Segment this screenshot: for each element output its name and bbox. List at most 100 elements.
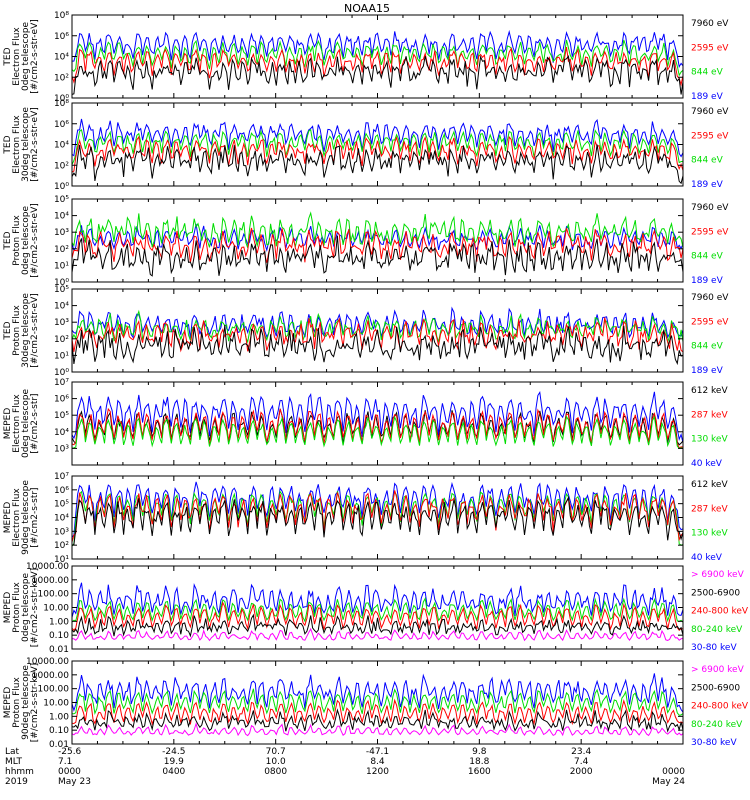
y-tick-label: 100.00 (38, 590, 70, 600)
panel-1-series (72, 29, 683, 95)
series-green-line (72, 490, 683, 547)
x-tick-label: 9.8 (472, 747, 487, 757)
series-magenta-line (72, 722, 683, 737)
y-axis-label: [#/cm2-s-str-eV] (30, 293, 40, 368)
y-axis-label: TED (3, 135, 13, 154)
legend-entry: 40 keV (691, 459, 723, 469)
legend-entry: > 6900 keV (691, 665, 745, 675)
legend-entry: 7960 eV (691, 293, 729, 303)
series-green-line (72, 211, 683, 249)
x-row-label: MLT (5, 757, 23, 767)
y-tick-label: 10³ (54, 444, 69, 454)
y-axis-label: [#/cm2-s-str] (30, 393, 40, 453)
x-tick-label: -24.5 (162, 747, 185, 757)
panel-5-series (72, 390, 683, 449)
y-tick-label: 10⁶ (54, 120, 69, 130)
x-tick-label: 19.9 (164, 757, 184, 767)
panel-2: 10⁰ 10² 10⁴ 10⁶ 10⁸ TED Electron Flux 30deg tel… (3, 99, 729, 192)
legend-entry: 189 eV (691, 92, 724, 102)
y-axis-label: 0deg telescope (21, 22, 31, 92)
legend-entry: > 6900 keV (691, 570, 745, 580)
x-tick-label: 10.0 (266, 757, 286, 767)
x-row-label: hhmm (5, 767, 34, 777)
legend-entry: 130 keV (691, 435, 728, 445)
y-axis-label: [#/cm2-s-str] (30, 487, 40, 547)
series-red-line (72, 601, 683, 632)
series-black-line (72, 613, 683, 638)
series-blue-line (72, 118, 683, 158)
y-tick-label: 10¹ (54, 555, 69, 565)
legend-entry: 80-240 keV (691, 720, 743, 730)
y-tick-label: 10⁵ (54, 285, 69, 295)
series-black-line (72, 708, 683, 733)
legend-entry: 612 keV (691, 386, 728, 396)
y-tick-label: 100.00 (38, 685, 70, 695)
series-magenta-line (72, 627, 683, 642)
y-tick-label: 10⁶ (54, 395, 69, 405)
x-tick-label: 18.8 (469, 757, 489, 767)
y-axis-label: Electron Flux (12, 488, 22, 547)
panel-3: 10⁰ 10¹ 10² 10³ 10⁴ 10⁵ TED Proton Flux 0deg tel… (3, 195, 729, 288)
y-axis-label: Electron Flux (12, 27, 22, 86)
x-row-label: 2019 (5, 777, 28, 787)
panel-1: 10⁰ 10² 10⁴ 10⁶ 10⁸ TED Electron Flux 0deg tele… (3, 11, 729, 104)
y-tick-label: 10² (54, 245, 69, 255)
y-axis-label: TED (3, 231, 13, 250)
series-red-line (72, 407, 683, 449)
series-green-line (72, 415, 683, 449)
y-axis-label: 30deg telescope (21, 107, 31, 182)
y-axis-label: Electron Flux (12, 394, 22, 453)
panel-8-series (72, 673, 683, 737)
x-tick-label: May 24 (652, 777, 685, 787)
y-tick-label: 0.10 (49, 726, 69, 736)
series-red-line (72, 135, 683, 173)
y-axis-label: MEPED (3, 687, 13, 719)
x-tick-label: -47.1 (366, 747, 389, 757)
legend-entry: 287 keV (691, 504, 728, 514)
y-tick-label: 0.01 (49, 740, 69, 750)
legend-entry: 40 keV (691, 553, 723, 563)
y-tick-label: 10⁰ (54, 182, 69, 192)
panel-5: 10³ 10⁴ 10⁵ 10⁶ 10⁷ MEPED Electron Flux 0deg te… (3, 378, 728, 469)
panel-4-series (72, 306, 683, 366)
legend-entry: 2500-6900 (691, 588, 740, 598)
legend-entry: 612 keV (691, 480, 728, 490)
y-tick-label: 10⁸ (54, 11, 69, 21)
series-green-line (72, 128, 683, 165)
series-blue-line (72, 29, 683, 69)
legend-entry: 2595 eV (691, 43, 729, 53)
x-tick-label: 0000 (662, 767, 685, 777)
y-tick-label: 0.10 (49, 631, 69, 641)
series-black-line (72, 495, 683, 546)
panel-6: 10¹ 10² 10³ 10⁴ 10⁵ 10⁶ 10⁷ MEPED Electron Flux 9… (3, 472, 728, 565)
series-black-line (72, 144, 683, 185)
panel-4: 10⁰ 10¹ 10² 10³ 10⁴ 10⁵ TED Proton Flux 30deg te… (3, 285, 729, 378)
y-axis-label: MEPED (3, 408, 13, 440)
series-red-line (72, 47, 683, 87)
panel-6-series (72, 481, 683, 547)
x-tick-label: 1200 (366, 767, 389, 777)
y-tick-label: 10² (54, 73, 69, 83)
series-black-line (72, 235, 683, 277)
y-axis-label: [#/cm2-s-str-eV] (30, 107, 40, 182)
y-axis-label: [#/cm2-s-str-eV] (30, 19, 40, 94)
y-axis-label: 90deg telescope (21, 665, 31, 740)
legend-entry: 189 eV (691, 276, 724, 286)
series-red-line (72, 227, 683, 263)
y-tick-label: 10² (54, 335, 69, 345)
x-tick-label: 23.4 (571, 747, 591, 757)
x-tick-label: 2000 (570, 767, 593, 777)
y-tick-label: 10⁷ (54, 378, 69, 388)
x-tick-label: 7.1 (58, 757, 72, 767)
y-axis-label: TED (3, 47, 13, 66)
y-tick-label: 10⁴ (54, 302, 69, 312)
panel-7-series (72, 582, 683, 642)
x-tick-label: 0000 (58, 767, 81, 777)
y-axis-label: Proton Flux (12, 677, 22, 728)
y-tick-label: 10⁸ (54, 99, 69, 109)
series-blue-line (72, 582, 683, 618)
legend-entry: 844 eV (691, 156, 724, 166)
legend-entry: 240-800 keV (691, 607, 749, 617)
legend-entry: 844 eV (691, 252, 724, 262)
